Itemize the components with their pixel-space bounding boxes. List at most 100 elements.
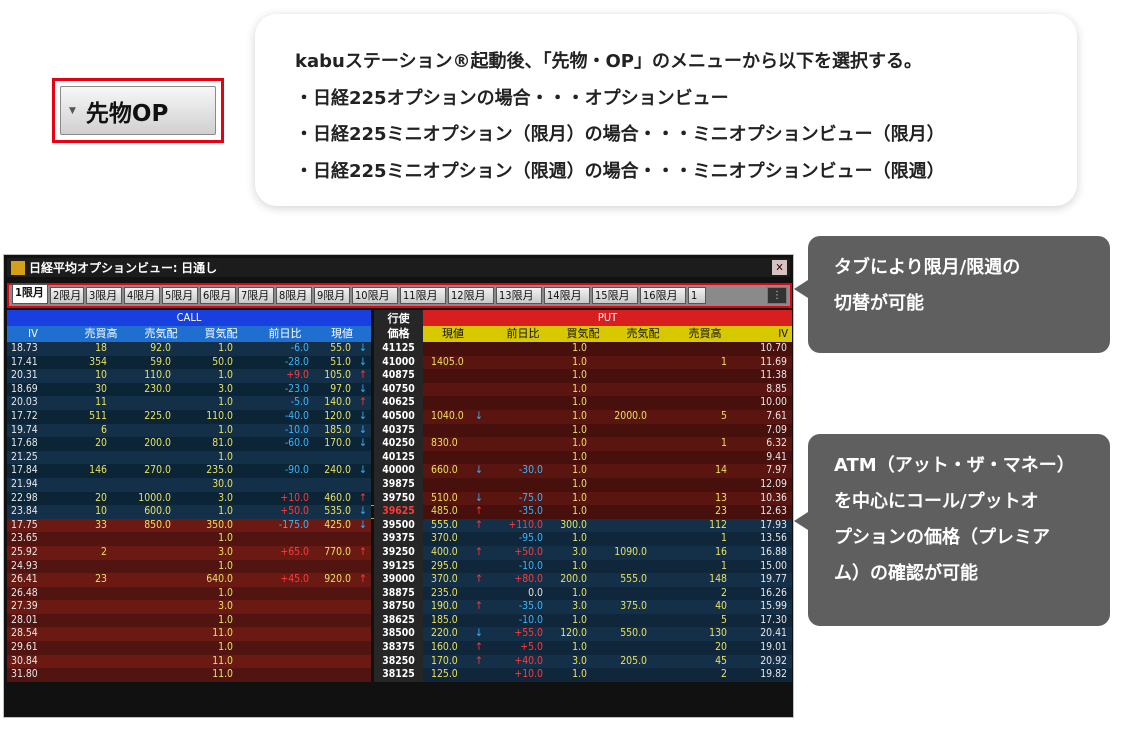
tab-expiry[interactable]: 5限月	[162, 287, 198, 304]
table-row[interactable]: 20.31 10 110.0 1.0 +9.0 105.0 1.0 11.38 ↑ 40875	[7, 369, 792, 383]
tab-scroll-button[interactable]: ⋮	[767, 287, 787, 304]
strike-price[interactable]: 38125	[374, 668, 423, 682]
strike-price[interactable]: 40125	[374, 450, 423, 465]
table-row[interactable]: 17.41 354 59.0 50.0 -28.0 51.0 1405.0 1.0 1 11.69…	[7, 355, 792, 370]
table-row[interactable]: 17.75 33 850.0 350.0 -175.0 425.0 555.0 +110.0 3…	[7, 518, 792, 533]
table-row[interactable]: 29.61 1.0 160.0 +5.0 1.0 20 19.01 ↑ 38375	[7, 641, 792, 655]
call-price: 170.0	[324, 437, 351, 450]
table-row[interactable]: 17.68 20 200.0 81.0 -60.0 170.0 830.0 1.0 1 6.32 ↓…	[7, 437, 792, 451]
strike-price[interactable]: 41000	[374, 355, 423, 370]
column-header[interactable]: 前日比	[268, 327, 302, 340]
strike-price[interactable]: 38375	[374, 641, 423, 655]
tab-expiry[interactable]: 16限月	[640, 287, 686, 304]
strike-price[interactable]: 38750	[374, 600, 423, 614]
call-volume: 2	[101, 545, 107, 558]
column-header[interactable]: 買気配	[204, 327, 238, 340]
put-change: -35.0	[518, 600, 543, 613]
column-header[interactable]: IV	[778, 327, 788, 340]
strike-price[interactable]: 38250	[374, 654, 423, 669]
column-header[interactable]: 買気配	[566, 327, 600, 340]
table-row[interactable]: 22.98 20 1000.0 3.0 +10.0 460.0 510.0 -75.0 1.0 1…	[7, 491, 792, 506]
tab-expiry[interactable]: 11限月	[400, 287, 446, 304]
strike-price[interactable]: 40000	[374, 464, 423, 478]
instruction-line: ・日経225ミニオプション（限月）の場合・・・ミニオプションビュー（限月）	[295, 124, 945, 145]
strike-price[interactable]: 39750	[374, 491, 423, 506]
tab-expiry[interactable]: 10限月	[352, 287, 398, 304]
column-header[interactable]: 売気配	[626, 327, 660, 340]
table-row[interactable]: 28.54 11.0 220.0 +55.0 120.0 550.0 130 20.41 ↓ 38…	[7, 627, 792, 642]
strike-price[interactable]: 38500	[374, 627, 423, 642]
column-header[interactable]: IV	[28, 327, 38, 340]
tab-expiry[interactable]: 2限月	[50, 287, 84, 304]
table-row[interactable]: 23.65 1.0 370.0 -95.0 1.0 1 13.56 39375	[7, 532, 792, 546]
table-row[interactable]: 31.80 11.0 125.0 +10.0 1.0 2 19.82 38125	[7, 668, 792, 682]
call-row-bg	[7, 641, 371, 655]
table-row[interactable]: 26.41 23 640.0 +45.0 920.0 370.0 +80.0 200.0 555…	[7, 573, 792, 587]
table-row[interactable]: 21.25 1.0 1.0 9.41 40125	[7, 450, 792, 465]
strike-price[interactable]: 39000	[374, 573, 423, 587]
tab-expiry[interactable]: 14限月	[544, 287, 590, 304]
table-row[interactable]: 17.84 146 270.0 235.0 -90.0 240.0 660.0 -30.0 1.…	[7, 464, 792, 478]
strike-price[interactable]: 38625	[374, 613, 423, 628]
tab-expiry[interactable]: 4限月	[124, 287, 160, 304]
table-row[interactable]: 23.84 10 600.0 1.0 +50.0 535.0 485.0 -35.0 1.0 23…	[7, 505, 792, 519]
tab-expiry[interactable]: 13限月	[496, 287, 542, 304]
close-icon[interactable]: ✕	[772, 260, 787, 275]
tab-expiry[interactable]: 8限月	[276, 287, 312, 304]
strike-price[interactable]: 40250	[374, 437, 423, 451]
strike-price[interactable]: 40375	[374, 423, 423, 438]
tab-expiry[interactable]: 7限月	[238, 287, 274, 304]
call-iv: 17.72	[11, 409, 38, 422]
strike-price[interactable]: 41125	[374, 342, 423, 356]
call-bid: 3.0	[218, 600, 233, 613]
tab-expiry[interactable]: 15限月	[592, 287, 638, 304]
window-titlebar[interactable]: 日経平均オプションビュー: 日通し ✕	[7, 258, 790, 277]
strike-price[interactable]: 40500	[374, 409, 423, 424]
strike-price[interactable]: 39375	[374, 532, 423, 546]
call-iv: 28.54	[11, 627, 38, 640]
strike-price[interactable]: 40750	[374, 382, 423, 397]
table-row[interactable]: 28.01 1.0 185.0 -10.0 1.0 5 17.30 38625	[7, 613, 792, 628]
put-ask: 2000.0	[614, 409, 647, 422]
column-header[interactable]: 現値	[442, 327, 464, 340]
tab-expiry[interactable]: 12限月	[448, 287, 494, 304]
column-header[interactable]: 前日比	[506, 327, 540, 340]
strike-price[interactable]: 39500	[374, 518, 423, 533]
tab-expiry[interactable]: 9限月	[314, 287, 350, 304]
strike-price[interactable]: 38875	[374, 586, 423, 601]
table-row[interactable]: 25.92 2 3.0 +65.0 770.0 400.0 +50.0 3.0 1090.0 16…	[7, 545, 792, 560]
column-header[interactable]: 現値	[331, 327, 353, 340]
futures-op-menu-button[interactable]: ▼ 先物OP	[60, 86, 216, 135]
strike-price[interactable]: 40875	[374, 369, 423, 383]
table-row[interactable]: 26.48 1.0 235.0 0.0 1.0 2 16.26 38875	[7, 586, 792, 601]
arrow-icon: ↑	[475, 641, 483, 654]
tab-expiry[interactable]: 1限月	[12, 284, 48, 304]
call-volume: 20	[95, 491, 107, 504]
table-row[interactable]: 19.74 6 1.0 -10.0 185.0 1.0 7.09 ↓ 40375	[7, 423, 792, 438]
column-header[interactable]: 売気配	[144, 327, 178, 340]
put-change: -10.0	[518, 613, 543, 626]
column-header[interactable]: 売買高	[688, 327, 722, 340]
call-bid: 30.0	[212, 477, 233, 490]
table-row[interactable]: 21.94 30.0 1.0 12.09 39875	[7, 477, 792, 492]
column-header[interactable]: 売買高	[84, 327, 118, 340]
table-row[interactable]: 20.03 11 1.0 -5.0 140.0 1.0 10.00 ↑ 40625	[7, 396, 792, 410]
table-row[interactable]: 18.69 30 230.0 3.0 -23.0 97.0 1.0 8.85 ↓ 40750	[7, 382, 792, 397]
put-ask: 1090.0	[614, 545, 647, 558]
table-row[interactable]: 18.73 18 92.0 1.0 -6.0 55.0 1.0 10.70 ↓ 41125	[7, 342, 792, 356]
tab-expiry[interactable]: 6限月	[200, 287, 236, 304]
strike-price[interactable]: 39875	[374, 477, 423, 492]
strike-price[interactable]: 39625	[374, 505, 423, 519]
tab-expiry[interactable]: 1	[688, 287, 706, 304]
tab-expiry[interactable]: 3限月	[86, 287, 122, 304]
strike-price[interactable]: 39250	[374, 545, 423, 560]
strike-price[interactable]: 40625	[374, 396, 423, 410]
table-row[interactable]: 24.93 1.0 295.0 -10.0 1.0 1 15.00 39125	[7, 559, 792, 574]
put-price: 1405.0	[431, 355, 464, 368]
table-row[interactable]: 27.39 3.0 190.0 -35.0 3.0 375.0 40 15.99 ↑ 38750	[7, 600, 792, 614]
strike-price[interactable]: 39125	[374, 559, 423, 574]
table-row[interactable]: 30.84 11.0 170.0 +40.0 3.0 205.0 45 20.92 ↑ 38250	[7, 654, 792, 669]
put-iv: 7.09	[766, 423, 787, 436]
table-row[interactable]: 17.72 511 225.0 110.0 -40.0 120.0 1040.0 1.0 200…	[7, 409, 792, 424]
call-iv: 17.84	[11, 464, 38, 477]
